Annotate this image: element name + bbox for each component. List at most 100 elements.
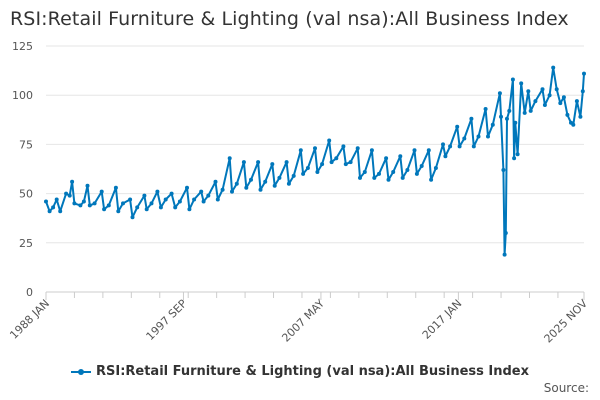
data-point[interactable] bbox=[215, 197, 220, 202]
data-point[interactable] bbox=[256, 160, 261, 165]
data-point[interactable] bbox=[47, 209, 52, 214]
data-point[interactable] bbox=[185, 185, 189, 190]
data-point[interactable] bbox=[412, 148, 417, 153]
data-point[interactable] bbox=[400, 175, 405, 180]
data-point[interactable] bbox=[533, 99, 538, 104]
data-point[interactable] bbox=[441, 142, 445, 147]
data-point[interactable] bbox=[78, 203, 83, 208]
data-point[interactable] bbox=[116, 209, 121, 214]
data-point[interactable] bbox=[483, 107, 488, 111]
data-point[interactable] bbox=[574, 99, 579, 104]
data-point[interactable] bbox=[512, 156, 517, 161]
data-point[interactable] bbox=[199, 189, 204, 194]
data-point[interactable] bbox=[201, 199, 206, 204]
data-point[interactable] bbox=[471, 144, 476, 149]
data-point[interactable] bbox=[505, 116, 509, 121]
data-point[interactable] bbox=[142, 193, 147, 198]
data-point[interactable] bbox=[507, 108, 512, 113]
data-point[interactable] bbox=[358, 175, 362, 180]
data-point[interactable] bbox=[455, 124, 460, 129]
data-point[interactable] bbox=[277, 175, 282, 180]
data-point[interactable] bbox=[81, 199, 86, 204]
data-point[interactable] bbox=[355, 146, 360, 151]
data-point[interactable] bbox=[173, 205, 178, 210]
data-point[interactable] bbox=[519, 81, 524, 86]
data-point[interactable] bbox=[528, 108, 533, 113]
data-point[interactable] bbox=[135, 205, 140, 210]
data-point[interactable] bbox=[502, 252, 507, 257]
data-point[interactable] bbox=[372, 175, 377, 180]
data-point[interactable] bbox=[398, 154, 403, 159]
data-point[interactable] bbox=[241, 160, 246, 165]
data-point[interactable] bbox=[187, 207, 192, 212]
data-point[interactable] bbox=[85, 183, 90, 188]
data-point[interactable] bbox=[320, 162, 325, 167]
data-point[interactable] bbox=[501, 168, 506, 172]
data-point[interactable] bbox=[270, 162, 275, 167]
data-point[interactable] bbox=[44, 199, 48, 204]
data-point[interactable] bbox=[334, 156, 339, 161]
data-point[interactable] bbox=[510, 77, 515, 82]
data-point[interactable] bbox=[499, 114, 503, 119]
data-point[interactable] bbox=[99, 189, 104, 194]
data-point[interactable] bbox=[542, 103, 547, 107]
data-point[interactable] bbox=[298, 148, 303, 153]
data-point[interactable] bbox=[313, 146, 317, 151]
data-point[interactable] bbox=[213, 179, 218, 184]
data-point[interactable] bbox=[462, 136, 467, 141]
data-point[interactable] bbox=[497, 91, 502, 96]
data-point[interactable] bbox=[419, 164, 424, 168]
data-point[interactable] bbox=[384, 156, 389, 161]
data-point[interactable] bbox=[128, 197, 133, 202]
data-point[interactable] bbox=[515, 152, 520, 157]
data-point[interactable] bbox=[169, 191, 174, 196]
data-point[interactable] bbox=[177, 199, 182, 204]
data-point[interactable] bbox=[291, 173, 296, 178]
data-point[interactable] bbox=[102, 207, 107, 212]
data-point[interactable] bbox=[67, 193, 72, 198]
data-point[interactable] bbox=[341, 144, 346, 149]
data-point[interactable] bbox=[272, 183, 277, 188]
data-point[interactable] bbox=[571, 122, 576, 127]
data-point[interactable] bbox=[329, 160, 334, 165]
data-point[interactable] bbox=[391, 170, 396, 174]
data-point[interactable] bbox=[227, 156, 232, 161]
data-point[interactable] bbox=[230, 189, 234, 194]
data-point[interactable] bbox=[113, 185, 118, 190]
data-point[interactable] bbox=[565, 112, 570, 117]
data-point[interactable] bbox=[51, 205, 56, 210]
data-point[interactable] bbox=[286, 181, 291, 186]
data-point[interactable] bbox=[121, 201, 125, 206]
data-point[interactable] bbox=[155, 189, 160, 194]
data-point[interactable] bbox=[405, 168, 410, 172]
data-point[interactable] bbox=[547, 93, 552, 98]
data-point[interactable] bbox=[130, 215, 135, 220]
data-point[interactable] bbox=[386, 177, 391, 182]
data-point[interactable] bbox=[106, 203, 111, 208]
data-point[interactable] bbox=[149, 201, 154, 206]
data-point[interactable] bbox=[54, 197, 59, 202]
data-point[interactable] bbox=[284, 160, 289, 165]
data-point[interactable] bbox=[377, 171, 381, 176]
data-point[interactable] bbox=[513, 120, 518, 125]
data-point[interactable] bbox=[92, 201, 97, 206]
data-point[interactable] bbox=[362, 170, 367, 174]
data-point[interactable] bbox=[490, 122, 495, 127]
data-point[interactable] bbox=[70, 179, 75, 184]
data-point[interactable] bbox=[206, 193, 211, 198]
data-point[interactable] bbox=[234, 181, 239, 186]
data-point[interactable] bbox=[561, 95, 566, 100]
data-point[interactable] bbox=[540, 87, 545, 92]
data-point[interactable] bbox=[414, 171, 419, 176]
data-point[interactable] bbox=[503, 231, 508, 235]
data-point[interactable] bbox=[72, 201, 77, 206]
data-point[interactable] bbox=[327, 138, 332, 143]
data-point[interactable] bbox=[192, 197, 197, 202]
data-point[interactable] bbox=[315, 170, 320, 174]
data-point[interactable] bbox=[580, 89, 585, 94]
data-point[interactable] bbox=[220, 187, 225, 192]
data-point[interactable] bbox=[64, 191, 69, 196]
data-point[interactable] bbox=[244, 185, 249, 190]
legend[interactable]: RSI:Retail Furniture & Lighting (val nsa… bbox=[0, 364, 600, 379]
data-point[interactable] bbox=[87, 203, 92, 208]
